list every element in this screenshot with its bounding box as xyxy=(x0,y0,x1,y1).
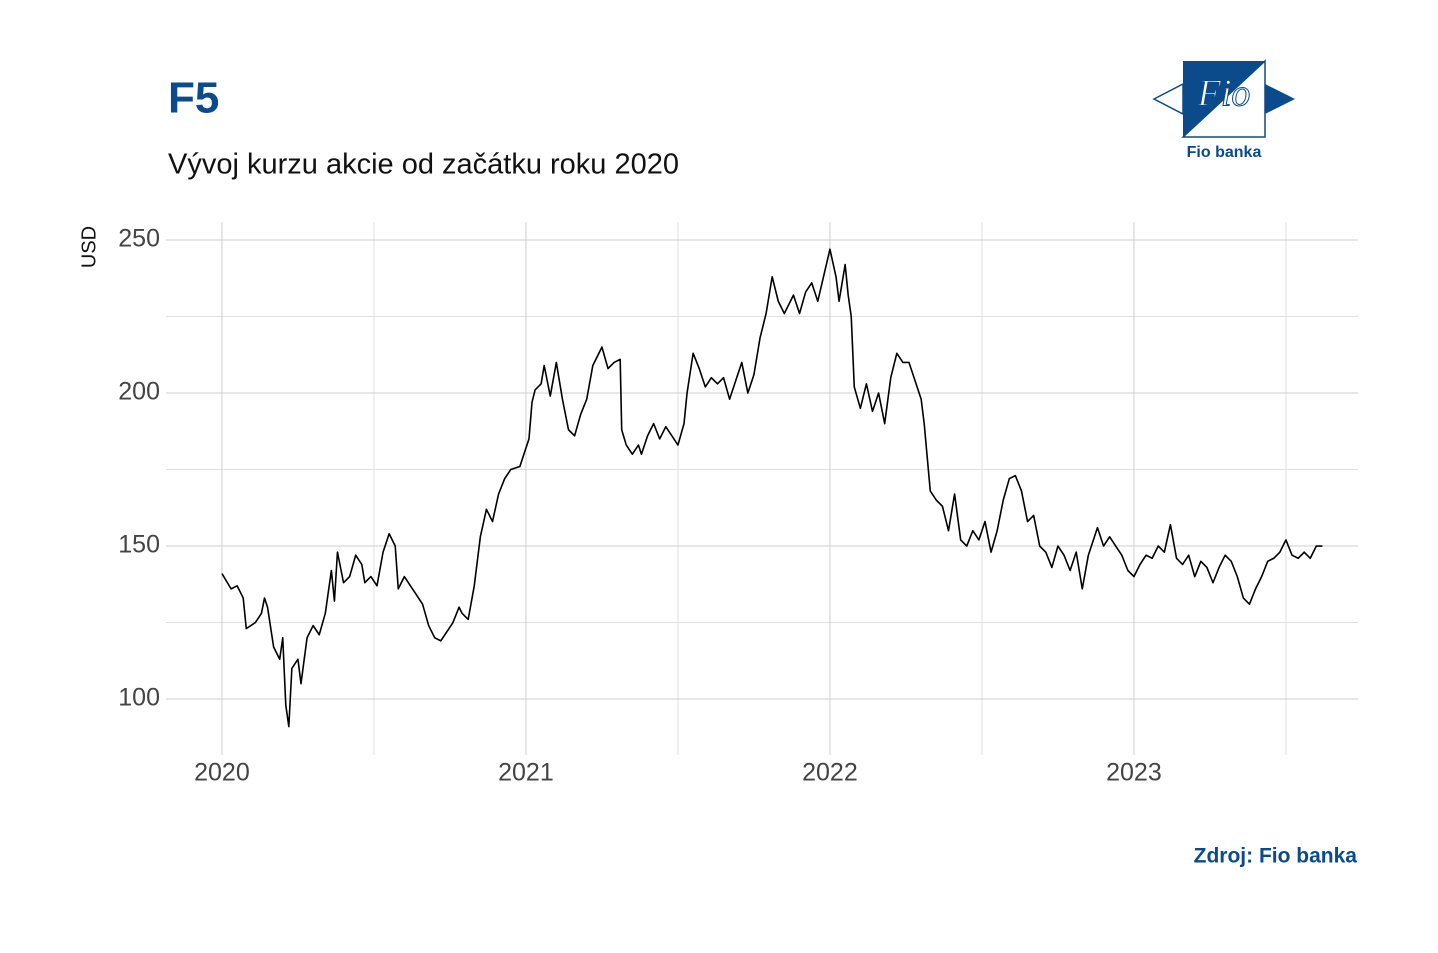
x-tick-label: 2021 xyxy=(498,759,554,787)
grid xyxy=(166,222,1358,755)
y-tick-label: 150 xyxy=(118,531,160,559)
x-tick-label: 2022 xyxy=(802,759,858,787)
x-tick-label: 2023 xyxy=(1106,759,1162,787)
logo-right xyxy=(1265,84,1295,114)
x-tick-label: 2020 xyxy=(194,759,250,787)
logo-diagonal xyxy=(1181,59,1266,138)
y-tick-label: 100 xyxy=(118,684,160,712)
y-tick-label: 250 xyxy=(118,225,160,253)
source: Zdroj: Fio banka xyxy=(1194,845,1358,868)
y-tick-label: 200 xyxy=(118,378,160,406)
y-axis-label: USD xyxy=(78,226,100,268)
logo-caption: Fio banka xyxy=(1187,144,1262,161)
logo: Fio Fio banka xyxy=(1152,59,1295,161)
logo-text: Fio xyxy=(1197,73,1251,115)
price-line xyxy=(221,248,1323,728)
chart-subtitle: Vývoj kurzu akcie od začátku roku 2020 xyxy=(168,149,679,181)
chart-title: F5 xyxy=(168,74,219,123)
